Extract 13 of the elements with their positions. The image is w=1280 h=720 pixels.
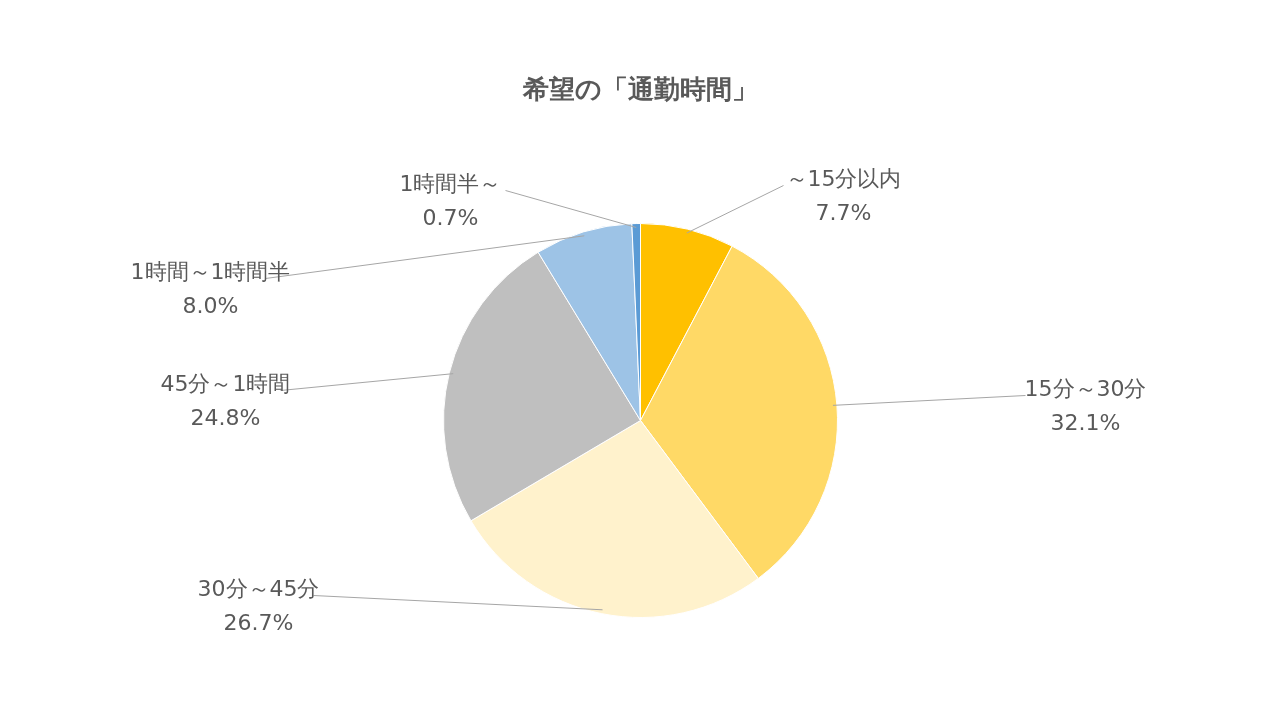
slice-label: 1時間～1時間半 (130, 259, 291, 284)
data-label: 32.1% (1050, 410, 1121, 435)
data-label: 26.7% (223, 610, 294, 635)
data-label: 24.8% (190, 405, 261, 430)
data-label: 0.7% (422, 205, 479, 230)
slice-label: ～15分以内 (785, 166, 902, 191)
chart-title: 希望の「通勤時間」 (522, 73, 758, 104)
slice-label: 45分～1時間 (160, 371, 291, 396)
slice-label: 15分～30分 (1024, 376, 1147, 401)
slice-label: 1時間半～ (399, 171, 502, 196)
data-label: 8.0% (182, 293, 239, 318)
slice-label: 30分～45分 (197, 576, 320, 601)
data-label: 7.7% (815, 200, 872, 225)
